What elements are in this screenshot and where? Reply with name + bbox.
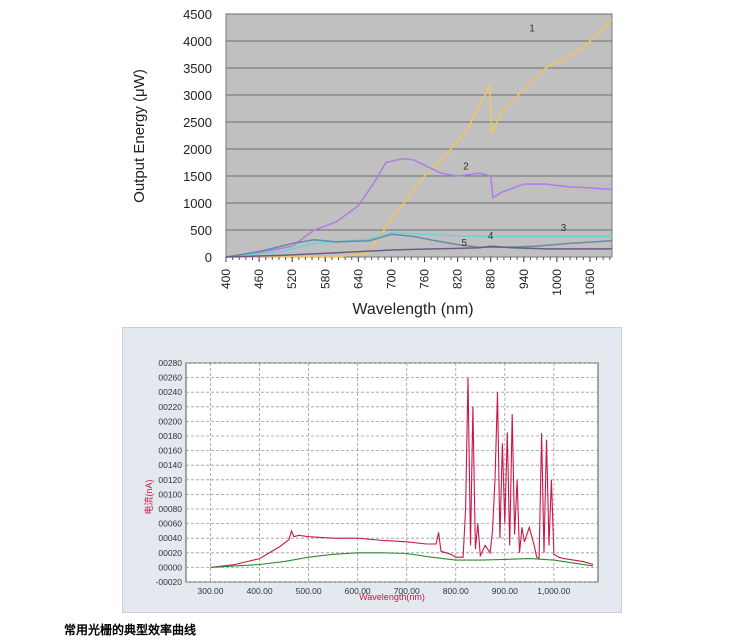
chart2-y-tick-label: 00220 xyxy=(158,402,182,412)
chart2-x-tick-label: 300.00 xyxy=(198,586,224,596)
chart2-x-tick-label: 1,000.00 xyxy=(537,586,570,596)
chart2-x-axis-label: Wavelength(nm) xyxy=(359,592,425,602)
chart2-green-series-line xyxy=(210,552,594,568)
chart1-x-tick-label: 1000 xyxy=(550,269,564,296)
chart2-y-tick-label: 00100 xyxy=(158,489,182,499)
chart2-y-tick-label: 00080 xyxy=(158,504,182,514)
chart1-series-4-line xyxy=(225,233,613,258)
figure-caption: 常用光栅的典型效率曲线 xyxy=(64,623,197,637)
chart2-y-tick-label: 00160 xyxy=(158,446,182,456)
chart1-x-tick-label: 820 xyxy=(451,269,465,289)
chart1-x-tick-label: 700 xyxy=(384,269,398,289)
chart1-series-1-line xyxy=(226,18,613,258)
chart1-y-tick-label: 2000 xyxy=(183,142,212,157)
chart1-plot-area xyxy=(225,13,613,258)
chart2-x-tick-label: 400.00 xyxy=(247,586,273,596)
chart2-y-tick-label: 00140 xyxy=(158,460,182,470)
chart1-series-5-line xyxy=(225,245,612,258)
chart2-y-tick-label: 00240 xyxy=(158,387,182,397)
chart1-x-axis-label: Wavelength (nm) xyxy=(352,301,473,318)
chart1-y-axis-label: Output Energy (μW) xyxy=(131,69,148,203)
chart1-series-2-line xyxy=(225,157,613,258)
chart1-series-3-line xyxy=(225,231,612,258)
chart1-y-tick-label: 0 xyxy=(205,250,212,265)
chart1-series-label: 4 xyxy=(488,231,494,242)
chart2-y-tick-label: 00200 xyxy=(158,416,182,426)
chart2-x-tick-label: 800.00 xyxy=(443,586,469,596)
chart1-y-tick-label: 4000 xyxy=(183,34,212,49)
chart2-y-tick-label: 00000 xyxy=(158,562,182,572)
chart1-x-tick-label: 640 xyxy=(351,269,365,289)
chart1-series-label: 1 xyxy=(529,23,535,34)
chart2-y-tick-label: 00060 xyxy=(158,519,182,529)
chart2-y-axis-label: 电流(nA) xyxy=(143,479,154,514)
chart2-x-tick-label: 500.00 xyxy=(296,586,322,596)
current-spectrum-chart: -00020 00000 00020 00040 00060 00080 00100 0012… xyxy=(143,358,599,602)
chart1-y-tick-label: 4500 xyxy=(183,7,212,22)
chart2-y-tick-label: 00180 xyxy=(158,431,182,441)
chart1-x-tick-label: 400 xyxy=(219,269,233,289)
chart2-x-tick-label: 900.00 xyxy=(492,586,518,596)
output-energy-chart: 1 2 3 4 5 0 500 1000 1500 2000 2500 3000 3500 4000 45… xyxy=(131,7,613,318)
chart1-x-tick-label: 940 xyxy=(517,269,531,289)
chart2-y-tick-label: 00280 xyxy=(158,358,182,368)
chart1-y-tick-label: 3500 xyxy=(183,61,212,76)
chart1-y-tick-label: 1500 xyxy=(183,169,212,184)
chart1-y-tick-label: 500 xyxy=(190,223,212,238)
chart1-x-tick-label: 580 xyxy=(318,269,332,289)
chart1-series-label: 5 xyxy=(461,238,467,249)
chart2-x-tick-label: 600.00 xyxy=(345,586,371,596)
chart2-y-tick-label: 00020 xyxy=(158,548,182,558)
chart1-x-tick-label: 760 xyxy=(418,269,432,289)
chart1-y-tick-label: 2500 xyxy=(183,115,212,130)
chart2-y-tick-label: -00020 xyxy=(156,577,183,587)
chart1-x-tick-label: 1060 xyxy=(583,269,597,296)
chart2-x-tick-label: 700.00 xyxy=(394,586,420,596)
chart1-x-tick-label: 520 xyxy=(285,269,299,289)
chart1-x-tick-label: 460 xyxy=(252,269,266,289)
chart1-y-tick-label: 1000 xyxy=(183,196,212,211)
chart2-y-tick-label: 00260 xyxy=(158,373,182,383)
chart1-y-tick-label: 3000 xyxy=(183,88,212,103)
chart1-series-label: 2 xyxy=(463,162,469,173)
chart1-series-label: 3 xyxy=(561,223,567,234)
chart2-plot-area xyxy=(185,362,599,583)
chart2-y-tick-label: 00040 xyxy=(158,533,182,543)
chart2-red-series-line xyxy=(210,377,594,568)
chart2-y-tick-label: 00120 xyxy=(158,475,182,485)
chart1-x-tick-label: 880 xyxy=(484,269,498,289)
